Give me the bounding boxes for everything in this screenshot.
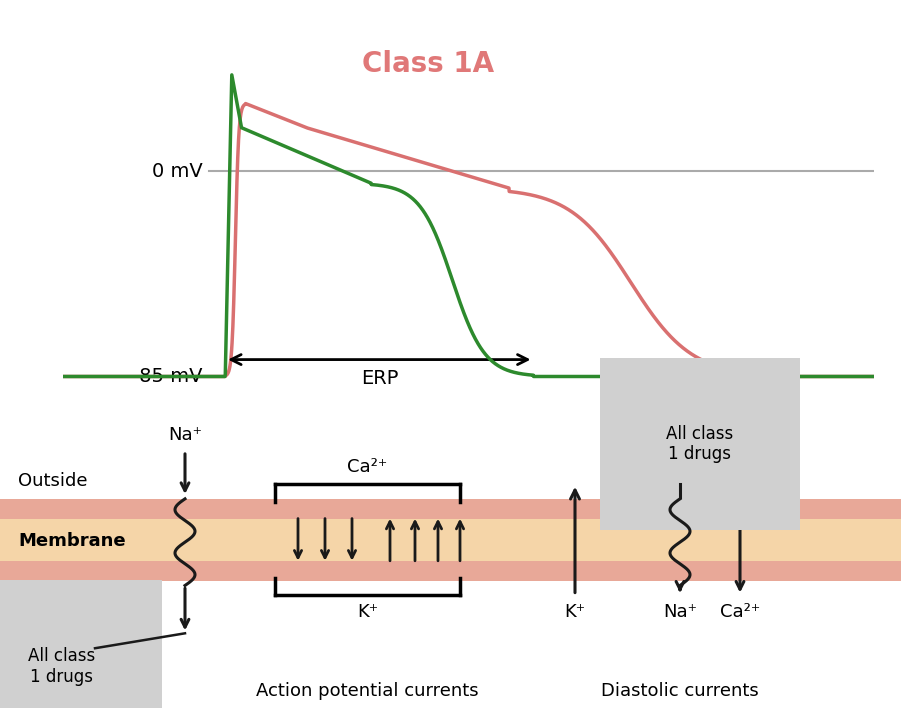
Text: ERP: ERP <box>360 370 398 388</box>
Text: Action potential currents: Action potential currents <box>256 682 478 700</box>
Text: Outside: Outside <box>18 472 87 490</box>
Text: 0 mV: 0 mV <box>151 161 203 181</box>
Text: K⁺: K⁺ <box>564 603 586 622</box>
Bar <box>0 519 901 561</box>
Text: Na⁺: Na⁺ <box>168 426 202 444</box>
Text: -85 mV: -85 mV <box>132 367 203 386</box>
Text: Diastolic currents: Diastolic currents <box>601 682 759 700</box>
Text: Class 1A: Class 1A <box>362 50 494 79</box>
Text: All class
1 drugs: All class 1 drugs <box>28 647 96 685</box>
Text: Ca²⁺: Ca²⁺ <box>348 458 387 476</box>
Text: Membrane: Membrane <box>18 532 125 549</box>
Bar <box>0 561 901 581</box>
Text: Na⁺: Na⁺ <box>663 603 697 622</box>
Text: Ca²⁺: Ca²⁺ <box>720 603 760 622</box>
Text: K⁺: K⁺ <box>357 603 378 622</box>
Text: Inside: Inside <box>18 590 71 607</box>
Text: All class
1 drugs: All class 1 drugs <box>667 425 733 464</box>
Bar <box>0 499 901 519</box>
